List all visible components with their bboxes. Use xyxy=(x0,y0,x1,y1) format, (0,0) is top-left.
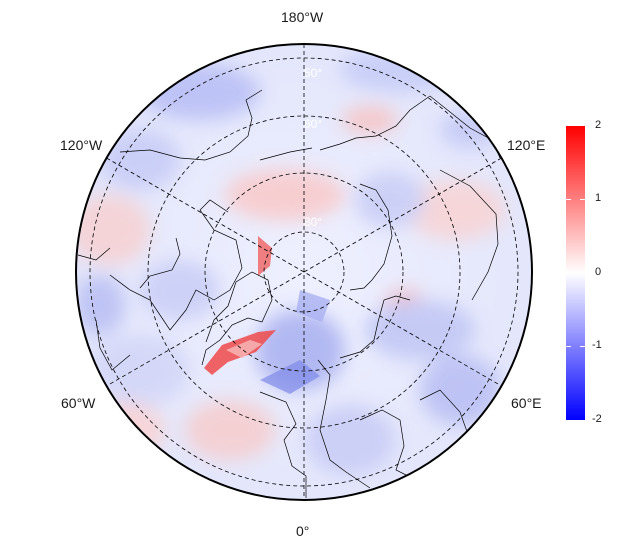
lon-label-120w: 120°W xyxy=(60,137,103,153)
coastlines xyxy=(77,89,501,498)
colorbar-ticks xyxy=(566,199,585,347)
colorbar-tick-2: 2 xyxy=(595,119,602,131)
lon-label-0: 0° xyxy=(296,523,310,539)
anomaly-field xyxy=(76,44,532,500)
lon-label-120e: 120°E xyxy=(507,137,546,153)
lon-label-60e: 60°E xyxy=(511,395,542,411)
lon-label-180w: 180°W xyxy=(281,9,324,25)
colorbar-tick-neg1: -1 xyxy=(592,339,602,351)
map-border xyxy=(75,43,533,501)
lon-label-60w: 60°W xyxy=(61,395,96,411)
lat-label-60: 60° xyxy=(304,117,322,131)
lat-label-80: 80° xyxy=(304,215,322,229)
graticule xyxy=(89,44,519,500)
colorbar-tick-neg2: -2 xyxy=(592,413,602,425)
latitude-labels: 50° 60° 80° xyxy=(304,66,322,229)
lat-label-50: 50° xyxy=(304,66,322,80)
colorbar-tick-0: 0 xyxy=(595,266,602,278)
colorbar-tick-1: 1 xyxy=(595,192,602,204)
